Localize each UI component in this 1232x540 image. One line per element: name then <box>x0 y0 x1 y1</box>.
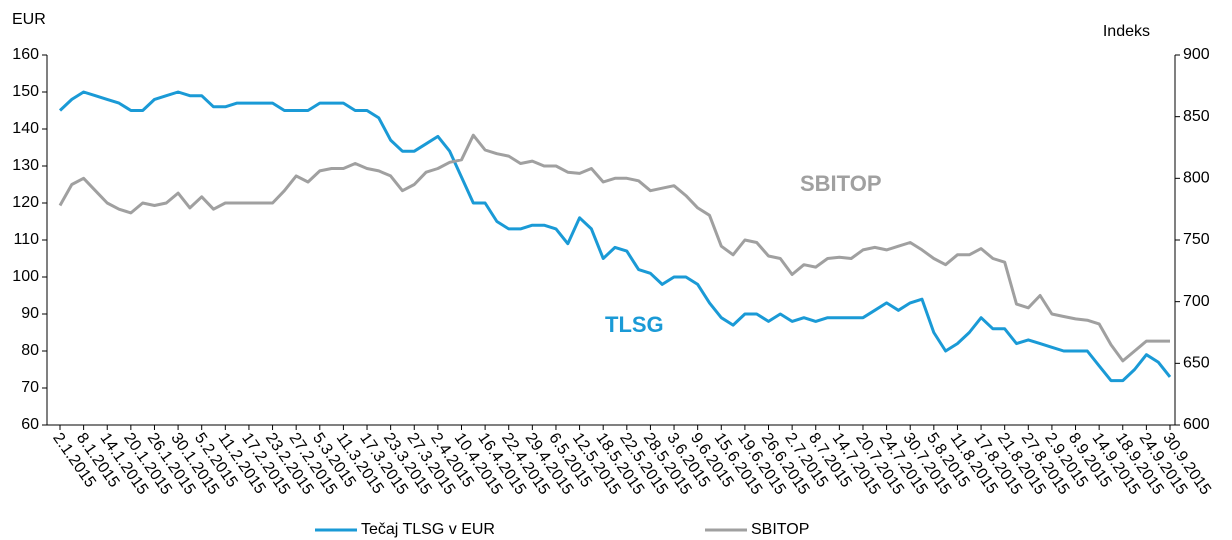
y-tick-label: 60 <box>21 416 39 433</box>
series-line <box>58 90 1172 383</box>
y-tick-label: 160 <box>12 46 39 63</box>
y-axis-title: EUR <box>12 11 46 28</box>
y2-tick-label: 900 <box>1183 46 1210 63</box>
y-tick-label: 140 <box>12 120 39 137</box>
y2-tick-label: 700 <box>1183 293 1210 310</box>
y-tick-label: 70 <box>21 379 39 396</box>
y2-tick-label: 600 <box>1183 416 1210 433</box>
y-tick-label: 90 <box>21 305 39 322</box>
y-tick-label: 150 <box>12 83 39 100</box>
y2-tick-label: 650 <box>1183 355 1210 372</box>
y-tick-label: 120 <box>12 194 39 211</box>
y2-tick-label: 850 <box>1183 108 1210 125</box>
y-tick-label: 100 <box>12 268 39 285</box>
y2-tick-label: 750 <box>1183 231 1210 248</box>
annotation: SBITOP <box>800 171 882 196</box>
legend-label: Tečaj TLSG v EUR <box>361 521 495 538</box>
y-tick-label: 130 <box>12 157 39 174</box>
y2-tick-label: 800 <box>1183 170 1210 187</box>
y-tick-label: 110 <box>13 231 39 248</box>
series-line <box>58 133 1170 363</box>
legend-label: SBITOP <box>751 521 809 538</box>
annotation: TLSG <box>605 312 664 337</box>
y-tick-label: 80 <box>21 342 39 359</box>
y2-axis-title: Indeks <box>1103 23 1150 40</box>
